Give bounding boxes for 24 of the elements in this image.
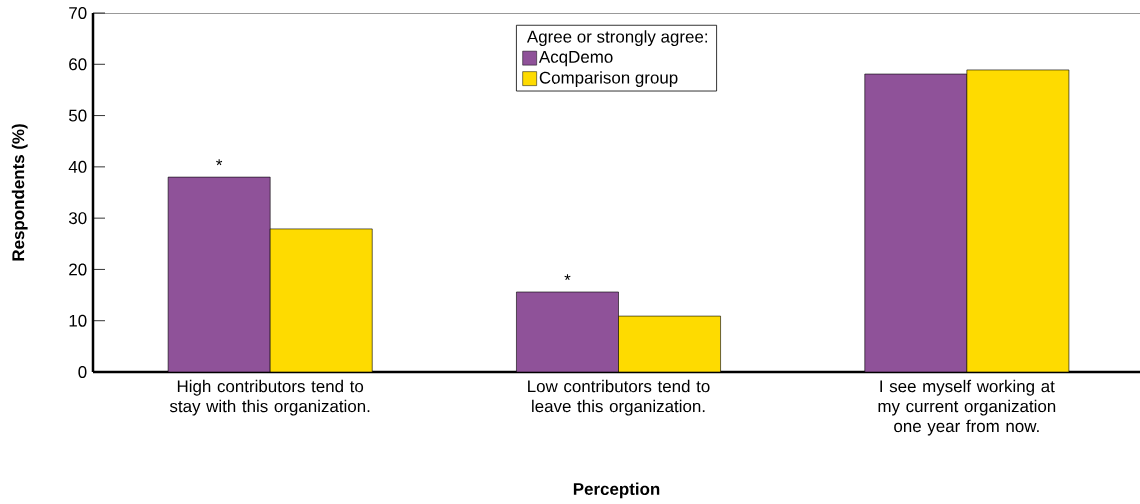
x-tick-label: I see myself working at my current organization one year from now. — [878, 379, 1056, 436]
bar — [167, 176, 271, 372]
y-tick-label: 20 — [69, 263, 87, 276]
x-tick-label: High contributors tend to stay with this organization. — [169, 379, 370, 416]
x-axis-title: Perception — [573, 482, 660, 499]
bar — [618, 315, 721, 372]
y-tick-label: 50 — [68, 109, 87, 122]
y-tick-label: 0 — [78, 366, 87, 378]
y-axis-title: Respondents (%) — [11, 124, 28, 261]
y-tick-label: 30 — [68, 212, 87, 225]
y-tick-label: 10 — [69, 314, 87, 327]
legend-label: AcqDemo — [538, 51, 613, 67]
bar — [269, 228, 373, 372]
y-tick-label: 60 — [69, 58, 87, 71]
bar — [516, 291, 619, 372]
bar — [864, 73, 968, 372]
legend-title: Agree or strongly agree: — [526, 30, 708, 47]
annotation: * — [216, 159, 223, 166]
y-tick-label: 70 — [69, 7, 87, 19]
legend-label: Comparison group — [539, 71, 678, 88]
bar — [966, 69, 1070, 372]
x-tick-label: Low contributors tend to leave this organization. — [528, 379, 710, 416]
annotation: * — [564, 274, 571, 281]
y-tick-label: 40 — [68, 160, 87, 173]
